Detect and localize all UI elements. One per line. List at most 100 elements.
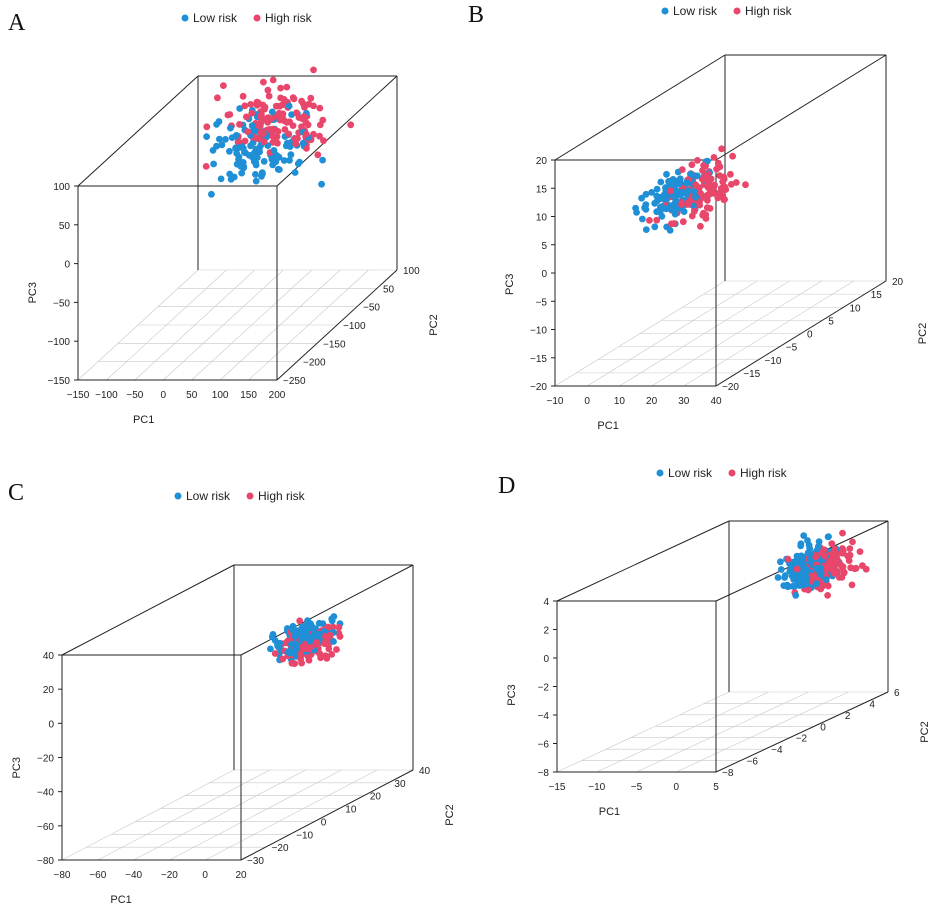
point-low-risk	[232, 132, 240, 139]
x-tick-label: 100	[212, 390, 229, 401]
z-tick-label: 100	[53, 182, 70, 193]
y-tick-label: −2	[796, 734, 808, 745]
point-high-risk	[320, 137, 327, 145]
x-tick-label: 5	[713, 782, 719, 793]
point-low-risk	[236, 105, 244, 112]
x-tick-label: 50	[186, 390, 198, 401]
cube-edge	[715, 280, 887, 387]
point-high-risk	[695, 184, 703, 192]
y-tick-label: 30	[394, 779, 406, 790]
legend-label-high: High risk	[745, 4, 793, 18]
z-tick-label: 0	[48, 719, 54, 730]
point-low-risk	[271, 636, 279, 644]
point-high-risk	[828, 540, 836, 547]
point-high-risk	[241, 137, 249, 145]
point-low-risk	[797, 540, 805, 548]
cube-edge	[77, 75, 199, 187]
point-high-risk	[698, 191, 706, 199]
point-high-risk	[260, 138, 268, 146]
point-low-risk	[651, 223, 659, 231]
y-tick-label: −20	[272, 843, 289, 854]
point-low-risk	[792, 592, 800, 599]
point-high-risk	[856, 548, 864, 555]
cube-edge	[276, 269, 398, 381]
point-low-risk	[273, 152, 281, 159]
z-tick-label: −80	[37, 856, 54, 867]
point-low-risk	[318, 180, 325, 188]
point-low-risk	[804, 549, 812, 557]
point-high-risk	[688, 212, 696, 220]
y-axis-title: PC2	[444, 804, 456, 825]
x-tick-label: −10	[547, 396, 564, 407]
grid-line	[556, 691, 730, 773]
point-high-risk	[716, 172, 724, 180]
point-high-risk	[271, 650, 279, 657]
y-tick-label: 10	[345, 805, 357, 816]
point-low-risk	[663, 170, 670, 178]
cube-edge	[715, 691, 889, 773]
panel-C: C Low risk High risk −80 −60 −40 −20 0 20 40 PC3 −8…	[8, 480, 456, 905]
point-low-risk	[222, 136, 229, 143]
z-tick-label: −10	[530, 326, 547, 337]
y-tick-label: −30	[247, 856, 264, 867]
point-high-risk	[646, 217, 653, 224]
panel-letter: C	[8, 480, 24, 506]
point-low-risk	[694, 172, 701, 180]
point-low-risk	[285, 102, 293, 110]
y-tick-label: 5	[828, 316, 834, 327]
y-tick-label: 20	[892, 277, 904, 288]
grid-line	[133, 769, 306, 861]
point-low-risk	[672, 187, 680, 194]
z-tick-label: −4	[538, 711, 550, 722]
point-high-risk	[705, 178, 712, 186]
point-high-risk	[291, 135, 299, 143]
point-low-risk	[632, 204, 639, 212]
point-low-risk	[690, 188, 698, 195]
point-high-risk	[305, 100, 313, 108]
point-low-risk	[822, 576, 830, 583]
z-tick-label: −150	[47, 376, 70, 387]
y-tick-label: 0	[321, 817, 327, 828]
y-tick-label: 40	[419, 766, 431, 777]
point-low-risk	[653, 185, 661, 193]
point-low-risk	[671, 179, 679, 187]
z-tick-label: −6	[538, 740, 550, 751]
point-low-risk	[813, 580, 820, 588]
point-high-risk	[852, 564, 860, 572]
legend-marker-low	[174, 492, 182, 500]
point-low-risk	[270, 157, 278, 165]
point-high-risk	[323, 654, 331, 662]
point-high-risk	[793, 565, 801, 573]
point-low-risk	[642, 206, 650, 213]
point-high-risk	[296, 617, 304, 625]
panel-letter: B	[468, 2, 484, 28]
y-tick-label: 20	[370, 792, 382, 803]
point-high-risk	[269, 76, 277, 84]
point-low-risk	[642, 190, 650, 198]
x-tick-label: 20	[646, 396, 658, 407]
point-low-risk	[249, 151, 257, 158]
legend-marker-low	[656, 469, 664, 477]
y-tick-label: −200	[303, 358, 326, 369]
point-low-risk	[657, 178, 665, 186]
point-low-risk	[203, 133, 211, 141]
point-low-risk	[642, 226, 650, 234]
point-low-risk	[804, 537, 811, 544]
point-low-risk	[683, 179, 691, 187]
point-high-risk	[710, 154, 718, 161]
point-high-risk	[688, 161, 696, 169]
z-tick-label: 2	[543, 626, 549, 637]
point-high-risk	[316, 104, 324, 112]
y-tick-label: 15	[871, 290, 883, 301]
point-low-risk	[800, 532, 808, 539]
cube-box	[77, 75, 398, 381]
point-low-risk	[796, 554, 803, 562]
point-low-risk	[638, 194, 645, 202]
point-low-risk	[777, 558, 784, 566]
x-tick-label: −15	[549, 782, 566, 793]
grid-line	[636, 691, 809, 773]
point-high-risk	[248, 109, 256, 117]
z-tick-label: 15	[536, 184, 548, 195]
point-low-risk	[213, 121, 221, 128]
point-high-risk	[824, 582, 832, 590]
